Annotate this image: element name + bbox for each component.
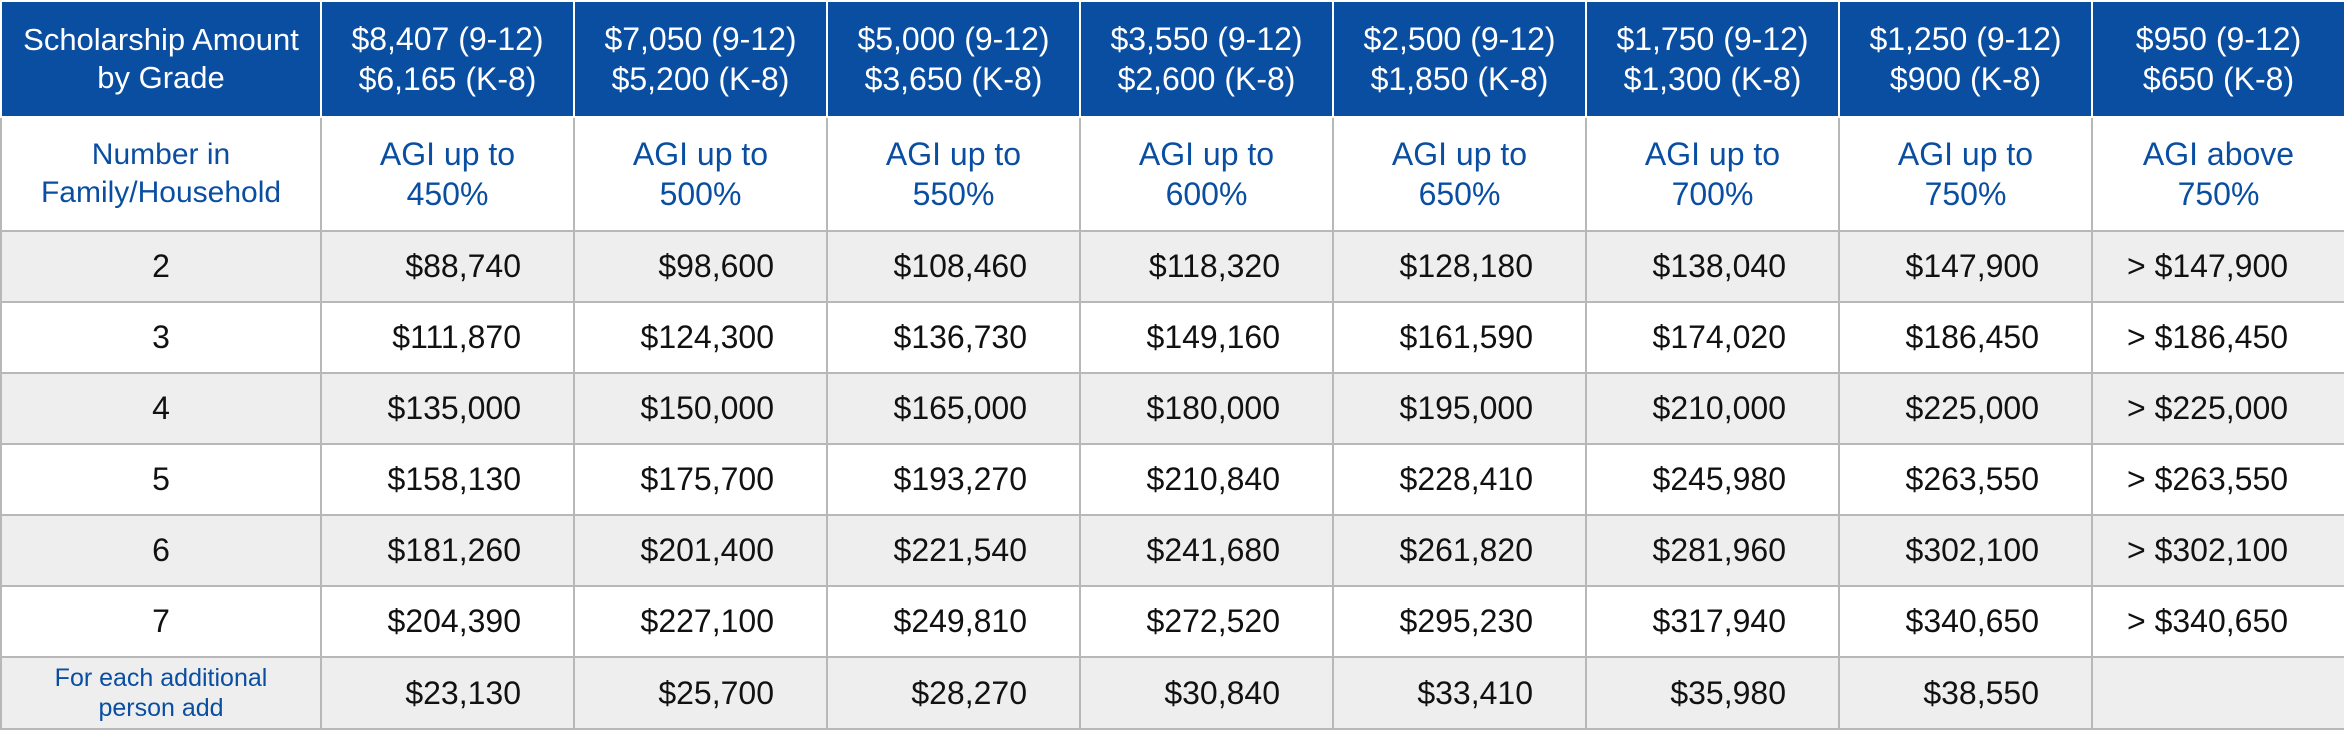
income-cell: $272,520 [1079,585,1334,658]
income-cell: $227,100 [573,585,828,658]
income-above-cell: > $340,650 [2091,585,2344,658]
income-cell: $175,700 [573,443,828,516]
household-size-cell: 5 [0,443,322,516]
amount-header-cell: $8,407 (9-12) $6,165 (K-8) [320,0,575,118]
income-cell: $149,160 [1079,301,1334,374]
amount-header-cell: $7,050 (9-12) $5,200 (K-8) [573,0,828,118]
amount-header-cell: $1,750 (9-12) $1,300 (K-8) [1585,0,1840,118]
income-cell: $210,840 [1079,443,1334,516]
amount-header-cell: $1,250 (9-12) $900 (K-8) [1838,0,2093,118]
agi-header-row: Number in Family/Household AGI up to 450%… [0,116,2344,232]
income-cell: $165,000 [826,372,1081,445]
household-size-label: Number in Family/Household [0,116,322,232]
income-above-cell: > $147,900 [2091,230,2344,303]
income-cell: $135,000 [320,372,575,445]
agi-header-cell: AGI up to 700% [1585,116,1840,232]
household-size-cell: 7 [0,585,322,658]
income-cell: $88,740 [320,230,575,303]
agi-header-cell: AGI above 750% [2091,116,2344,232]
income-cell: $150,000 [573,372,828,445]
income-cell: $138,040 [1585,230,1840,303]
income-cell: $245,980 [1585,443,1840,516]
income-cell: $161,590 [1332,301,1587,374]
table-row: 2 $88,740 $98,600 $108,460 $118,320 $128… [0,230,2344,303]
additional-amount-cell: $30,840 [1079,656,1334,730]
scholarship-amount-header-row: Scholarship Amount by Grade $8,407 (9-12… [0,0,2344,118]
income-above-cell: > $186,450 [2091,301,2344,374]
amount-header-cell: $5,000 (9-12) $3,650 (K-8) [826,0,1081,118]
additional-person-label: For each additional person add [0,656,322,730]
income-cell: $263,550 [1838,443,2093,516]
household-size-cell: 2 [0,230,322,303]
amount-header-cell: $2,500 (9-12) $1,850 (K-8) [1332,0,1587,118]
table-row: 4 $135,000 $150,000 $165,000 $180,000 $1… [0,372,2344,445]
household-size-cell: 3 [0,301,322,374]
additional-amount-cell: $33,410 [1332,656,1587,730]
income-cell: $340,650 [1838,585,2093,658]
additional-amount-cell: $23,130 [320,656,575,730]
household-size-cell: 6 [0,514,322,587]
additional-amount-cell: $25,700 [573,656,828,730]
income-above-cell: > $263,550 [2091,443,2344,516]
income-cell: $221,540 [826,514,1081,587]
income-above-cell: > $302,100 [2091,514,2344,587]
additional-amount-cell: $35,980 [1585,656,1840,730]
income-cell: $302,100 [1838,514,2093,587]
income-cell: $124,300 [573,301,828,374]
income-cell: $98,600 [573,230,828,303]
income-cell: $158,130 [320,443,575,516]
income-cell: $181,260 [320,514,575,587]
income-cell: $249,810 [826,585,1081,658]
income-cell: $281,960 [1585,514,1840,587]
agi-header-cell: AGI up to 600% [1079,116,1334,232]
agi-header-cell: AGI up to 650% [1332,116,1587,232]
scholarship-amount-label: Scholarship Amount by Grade [0,0,322,118]
income-cell: $241,680 [1079,514,1334,587]
table-row: 5 $158,130 $175,700 $193,270 $210,840 $2… [0,443,2344,516]
income-cell: $210,000 [1585,372,1840,445]
income-cell: $195,000 [1332,372,1587,445]
income-cell: $136,730 [826,301,1081,374]
table-row: 3 $111,870 $124,300 $136,730 $149,160 $1… [0,301,2344,374]
agi-header-cell: AGI up to 750% [1838,116,2093,232]
income-cell: $204,390 [320,585,575,658]
agi-header-cell: AGI up to 450% [320,116,575,232]
income-cell: $193,270 [826,443,1081,516]
agi-header-cell: AGI up to 550% [826,116,1081,232]
household-size-cell: 4 [0,372,322,445]
income-cell: $111,870 [320,301,575,374]
income-cell: $128,180 [1332,230,1587,303]
income-cell: $147,900 [1838,230,2093,303]
amount-header-cell: $950 (9-12) $650 (K-8) [2091,0,2344,118]
income-above-cell: > $225,000 [2091,372,2344,445]
income-cell: $174,020 [1585,301,1840,374]
additional-amount-cell: $28,270 [826,656,1081,730]
income-cell: $225,000 [1838,372,2093,445]
income-cell: $261,820 [1332,514,1587,587]
income-cell: $317,940 [1585,585,1840,658]
additional-amount-cell: $38,550 [1838,656,2093,730]
table-row: 6 $181,260 $201,400 $221,540 $241,680 $2… [0,514,2344,587]
income-cell: $201,400 [573,514,828,587]
income-cell: $228,410 [1332,443,1587,516]
amount-header-cell: $3,550 (9-12) $2,600 (K-8) [1079,0,1334,118]
table-row: 7 $204,390 $227,100 $249,810 $272,520 $2… [0,585,2344,658]
additional-amount-empty-cell [2091,656,2344,730]
additional-person-row: For each additional person add $23,130 $… [0,656,2344,730]
income-cell: $108,460 [826,230,1081,303]
income-cell: $186,450 [1838,301,2093,374]
income-cell: $118,320 [1079,230,1334,303]
agi-header-cell: AGI up to 500% [573,116,828,232]
income-cell: $180,000 [1079,372,1334,445]
income-cell: $295,230 [1332,585,1587,658]
